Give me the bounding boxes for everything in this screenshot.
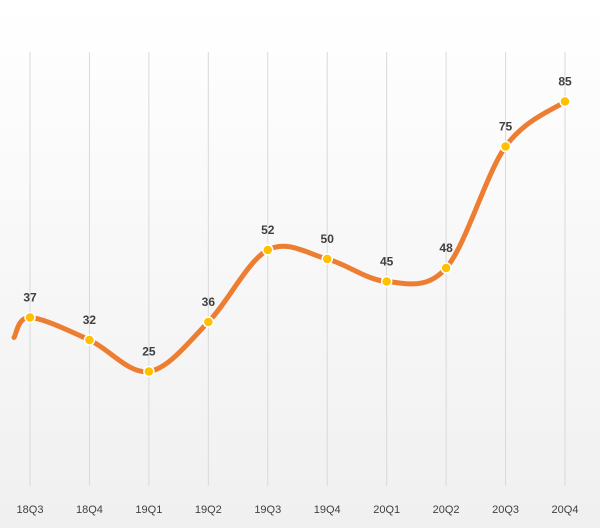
data-label-19Q1: 25 [142, 345, 156, 359]
data-label-18Q3: 37 [23, 291, 37, 305]
x-tick-label-19Q2: 19Q2 [195, 504, 222, 516]
data-point-20Q1 [380, 275, 393, 288]
x-axis-tick-labels: 18Q3 18Q4 19Q1 19Q2 19Q3 19Q4 20Q1 20Q2 20Q3 20Q4 [17, 504, 579, 516]
x-tick-label-20Q2: 20Q2 [433, 504, 460, 516]
data-labels: 37 32 25 36 52 50 45 48 75 85 [23, 75, 572, 359]
x-tick-label-20Q4: 20Q4 [552, 504, 579, 516]
data-label-18Q4: 32 [83, 313, 97, 327]
data-label-20Q3: 75 [499, 120, 513, 134]
x-tick-label-19Q1: 19Q1 [135, 504, 162, 516]
data-point-19Q4 [321, 253, 333, 265]
x-tick-label-20Q3: 20Q3 [492, 504, 519, 516]
data-point-20Q2 [440, 262, 452, 274]
data-label-20Q4: 85 [558, 75, 572, 89]
data-label-19Q4: 50 [321, 232, 335, 246]
x-tick-label-20Q1: 20Q1 [373, 504, 400, 516]
x-tick-label-19Q3: 19Q3 [254, 504, 281, 516]
markers [24, 95, 571, 378]
data-point-20Q4 [559, 95, 571, 108]
data-point-19Q3 [262, 244, 274, 256]
x-tick-label-18Q3: 18Q3 [17, 504, 44, 516]
gridlines [29, 52, 566, 486]
data-point-19Q2 [202, 316, 215, 328]
data-point-19Q1 [143, 365, 155, 378]
x-tick-label-18Q4: 18Q4 [76, 504, 103, 516]
data-point-18Q4 [83, 334, 96, 346]
data-point-20Q3 [499, 140, 512, 153]
data-label-20Q1: 45 [380, 255, 394, 269]
data-point-18Q3 [24, 311, 36, 324]
data-label-20Q2: 48 [439, 241, 453, 255]
x-tick-label-19Q4: 19Q4 [314, 504, 341, 516]
data-label-19Q3: 52 [261, 223, 275, 237]
data-label-19Q2: 36 [202, 295, 216, 309]
